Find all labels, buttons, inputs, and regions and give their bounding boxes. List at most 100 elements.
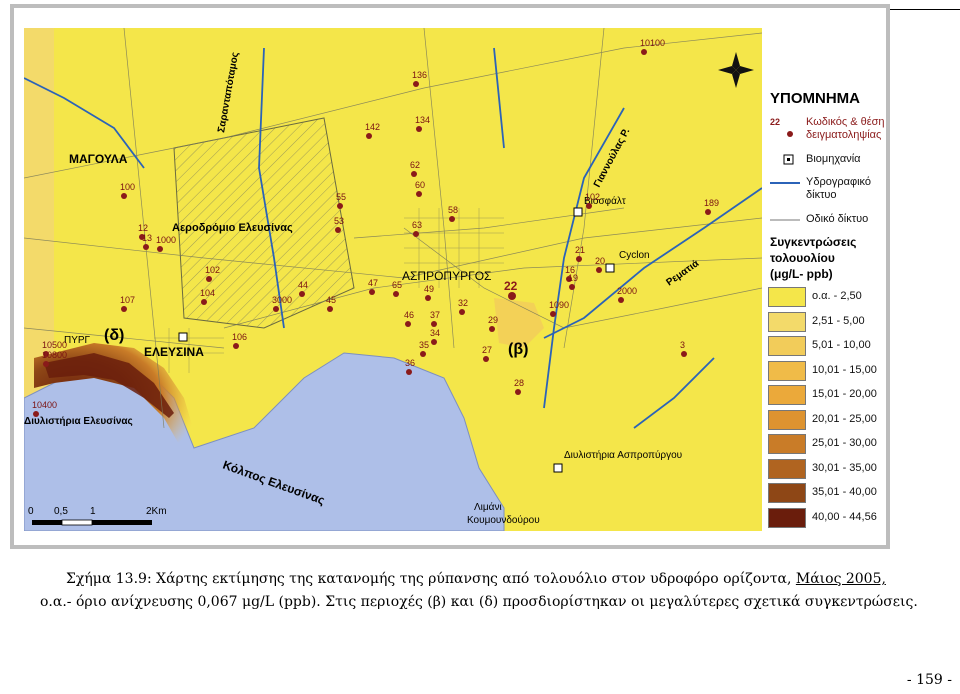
- sample-point-code: 62: [410, 160, 420, 170]
- legend-concentration-title: Συγκεντρώσεις τολουολίου (μg/L- ppb): [770, 235, 857, 281]
- legend-class-label: 40,00 - 44,56: [812, 510, 877, 523]
- label-magoula: ΜΑΓΟΥΛΑ: [69, 152, 128, 166]
- sample-point-marker: [459, 309, 465, 315]
- caption-line-1: Σχήμα 13.9: Χάρτης εκτίμησης της κατανομ…: [66, 571, 792, 587]
- scale-tick-0: 0: [28, 506, 34, 517]
- caption-reference[interactable]: Μάιος 2005,: [795, 571, 886, 587]
- sample-point-code: 136: [412, 70, 427, 80]
- sample-point-code: 49: [424, 284, 434, 294]
- plume-delta-core: [44, 353, 174, 418]
- scale-tick-2km: 2Km: [146, 506, 167, 517]
- sample-point-code: 104: [200, 288, 215, 298]
- caption-line-2: ο.α.- όριο ανίχνευσης 0,067 μg/L (ppb). …: [40, 594, 918, 610]
- sample-point-marker: [413, 81, 419, 87]
- legend-class-swatch: [768, 483, 806, 503]
- sample-point-code: 63: [412, 220, 422, 230]
- sample-point-code: 20: [595, 256, 605, 266]
- label-viosol: Βιοσφάλτ: [584, 195, 626, 207]
- scalebar: 0 0,5 1 2Km: [28, 506, 167, 526]
- sample-point-marker: [327, 306, 333, 312]
- sample-point-marker: [233, 343, 239, 349]
- sample-point-code: 65: [392, 280, 402, 290]
- label-aspropyrgos: ΑΣΠΡΟΠΥΡΓΟΣ: [402, 269, 491, 283]
- sample-point-marker: [596, 267, 602, 273]
- sample-point-marker: [121, 306, 127, 312]
- sample-point-code: 10500: [42, 340, 67, 350]
- sample-point-code: 37: [430, 310, 440, 320]
- sample-point-marker: [369, 289, 375, 295]
- sample-point-code: 58: [448, 205, 458, 215]
- label-beta: (β): [508, 341, 528, 358]
- sample-point-icon: 22: [768, 116, 802, 147]
- sample-point-code: 32: [458, 298, 468, 308]
- sample-point-code: 10800: [42, 350, 67, 360]
- sample-point-code: 16: [565, 265, 575, 275]
- legend-class-swatch: [768, 336, 806, 356]
- sample-point-marker: [550, 311, 556, 317]
- sample-point-code: 13: [142, 233, 152, 243]
- sample-point-marker: [337, 203, 343, 209]
- sample-point-code: 106: [232, 332, 247, 342]
- point-22: 22: [504, 279, 518, 300]
- sample-point-code: 47: [368, 278, 378, 288]
- legend-class-swatch: [768, 434, 806, 454]
- sample-point-marker: [335, 227, 341, 233]
- sample-point-code: 100: [120, 182, 135, 192]
- sample-point-code: 27: [482, 345, 492, 355]
- sample-point-code: 189: [704, 198, 719, 208]
- sample-point-code: 10100: [640, 38, 665, 48]
- sample-point-code: 12: [138, 223, 148, 233]
- sample-point-marker: [641, 49, 647, 55]
- sample-point-marker: [576, 256, 582, 262]
- river-network: [24, 47, 762, 429]
- sample-point-marker: [33, 411, 39, 417]
- label-refinery-aspropyrgos: Διυλιστήρια Ασπροπύργου: [564, 449, 682, 461]
- sample-point-marker: [416, 191, 422, 197]
- legend-class-label: 10,01 - 15,00: [812, 363, 877, 376]
- label-refinery-elefsina: Διυλιστήρια Ελευσίνας: [24, 416, 133, 427]
- sample-point-code: 3000: [272, 295, 292, 305]
- sample-point-marker: [425, 295, 431, 301]
- legend-title: ΥΠΟΜΝΗΜΑ: [770, 90, 860, 107]
- header-rule: [888, 9, 960, 10]
- sample-point-code: 102: [585, 192, 600, 202]
- svg-text:22: 22: [770, 117, 780, 127]
- sample-point-code: 142: [365, 122, 380, 132]
- sample-point-marker: [449, 216, 455, 222]
- sample-point-marker: [431, 321, 437, 327]
- sample-point-code: 34: [430, 328, 440, 338]
- river-line-icon: [768, 176, 802, 193]
- plume-beta: [494, 298, 544, 348]
- sample-point-marker: [618, 297, 624, 303]
- sample-point-marker: [139, 234, 145, 240]
- legend-class-label: 30,01 - 35,00: [812, 461, 877, 474]
- sample-point-code: 55: [336, 192, 346, 202]
- sample-point-marker: [681, 351, 687, 357]
- legend-class-label: 20,01 - 25,00: [812, 412, 877, 425]
- sample-point-code: 29: [488, 315, 498, 325]
- sample-point-marker: [43, 361, 49, 367]
- scale-tick-0-5: 0,5: [54, 506, 68, 517]
- sample-point-code: 10400: [32, 400, 57, 410]
- sample-point-marker: [366, 133, 372, 139]
- sample-point-code: 45: [326, 295, 336, 305]
- sample-point-marker: [416, 126, 422, 132]
- industry-markers: [178, 207, 615, 473]
- sample-point-code: 46: [404, 310, 414, 320]
- legend-class-swatch: [768, 507, 806, 528]
- sample-point-marker: [420, 351, 426, 357]
- sample-point-marker: [157, 246, 163, 252]
- label-airport: Αεροδρόμιο Ελευσίνας: [172, 222, 293, 234]
- label-cyclon: Cyclon: [619, 250, 650, 261]
- figure-caption: Σχήμα 13.9: Χάρτης εκτίμησης της κατανομ…: [40, 568, 920, 614]
- label-pyrgos: ΠΥΡΓ: [64, 335, 91, 346]
- sample-point-code: 44: [298, 280, 308, 290]
- sample-point-marker: [569, 284, 575, 290]
- sample-point-marker: [299, 291, 305, 297]
- sample-point-marker: [121, 193, 127, 199]
- scale-tick-1: 1: [90, 506, 96, 517]
- road-line-icon: [768, 213, 802, 230]
- legend-class-swatch: [768, 409, 806, 430]
- sample-point-code: 28: [514, 378, 524, 388]
- legend-sample-text-1: Κωδικός & θέση: [806, 116, 885, 128]
